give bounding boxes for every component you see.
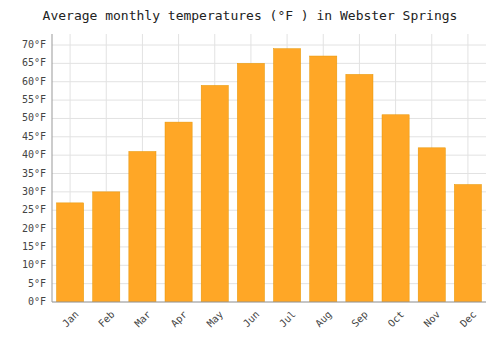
x-tick-label: Feb — [96, 309, 117, 330]
x-tick-label: May — [205, 309, 226, 330]
y-tick-label: 10°F — [22, 259, 46, 270]
bars — [57, 49, 482, 302]
x-tick-label: Jan — [60, 309, 81, 330]
bar — [346, 74, 373, 302]
y-grid-line — [52, 136, 486, 137]
bar — [274, 49, 301, 302]
y-tick-label: 0°F — [28, 296, 46, 307]
y-tick-label: 45°F — [22, 131, 46, 142]
y-tick-label: 60°F — [22, 76, 46, 87]
bar — [129, 151, 156, 302]
x-tick-label: Mar — [132, 309, 153, 330]
y-tick-label: 65°F — [22, 57, 46, 68]
y-grid-line — [52, 302, 486, 303]
x-tick-label: Aug — [313, 309, 334, 330]
chart-title: Average monthly temperatures (°F ) in We… — [43, 8, 458, 23]
bar — [454, 185, 481, 302]
x-tick-label: Nov — [422, 309, 443, 330]
y-grid-line — [52, 100, 486, 101]
bar — [93, 192, 120, 302]
x-tick-label: Apr — [169, 309, 190, 330]
grid — [52, 34, 486, 302]
x-axis: Jan Feb Mar Apr May Jun Jul Aug Sep Oct Nov Dec — [60, 309, 478, 330]
y-tick-label: 25°F — [22, 204, 46, 215]
bar — [165, 122, 192, 302]
bar — [57, 203, 84, 302]
y-axis: 0°F 5°F 10°F 15°F 20°F 25°F 30°F 35°F 40°F 45°F 50… — [22, 39, 46, 307]
bar — [418, 148, 445, 302]
x-tick-label: Sep — [349, 309, 370, 330]
y-axis-line — [52, 34, 53, 302]
y-tick-label: 50°F — [22, 112, 46, 123]
x-tick-label: Oct — [386, 309, 407, 330]
x-tick-label: Dec — [458, 309, 479, 330]
x-axis-line — [52, 302, 486, 303]
y-grid-line — [52, 81, 486, 82]
y-tick-label: 55°F — [22, 94, 46, 105]
y-tick-label: 20°F — [22, 223, 46, 234]
x-tick-label: Jul — [277, 309, 298, 330]
y-tick-label: 35°F — [22, 168, 46, 179]
y-tick-label: 30°F — [22, 186, 46, 197]
bar — [237, 63, 264, 302]
x-tick-label: Jun — [241, 309, 262, 330]
chart-svg: 0°F 5°F 10°F 15°F 20°F 25°F 30°F 35°F 40°F 45°F 50… — [0, 0, 500, 350]
bar — [201, 85, 228, 302]
chart-container: 0°F 5°F 10°F 15°F 20°F 25°F 30°F 35°F 40°F 45°F 50… — [0, 0, 500, 350]
y-grid-line — [52, 118, 486, 119]
y-grid-line — [52, 45, 486, 46]
y-tick-label: 15°F — [22, 241, 46, 252]
bar — [382, 115, 409, 302]
bar — [310, 56, 337, 302]
y-tick-label: 5°F — [28, 278, 46, 289]
y-tick-label: 40°F — [22, 149, 46, 160]
y-tick-label: 70°F — [22, 39, 46, 50]
y-grid-line — [52, 63, 486, 64]
